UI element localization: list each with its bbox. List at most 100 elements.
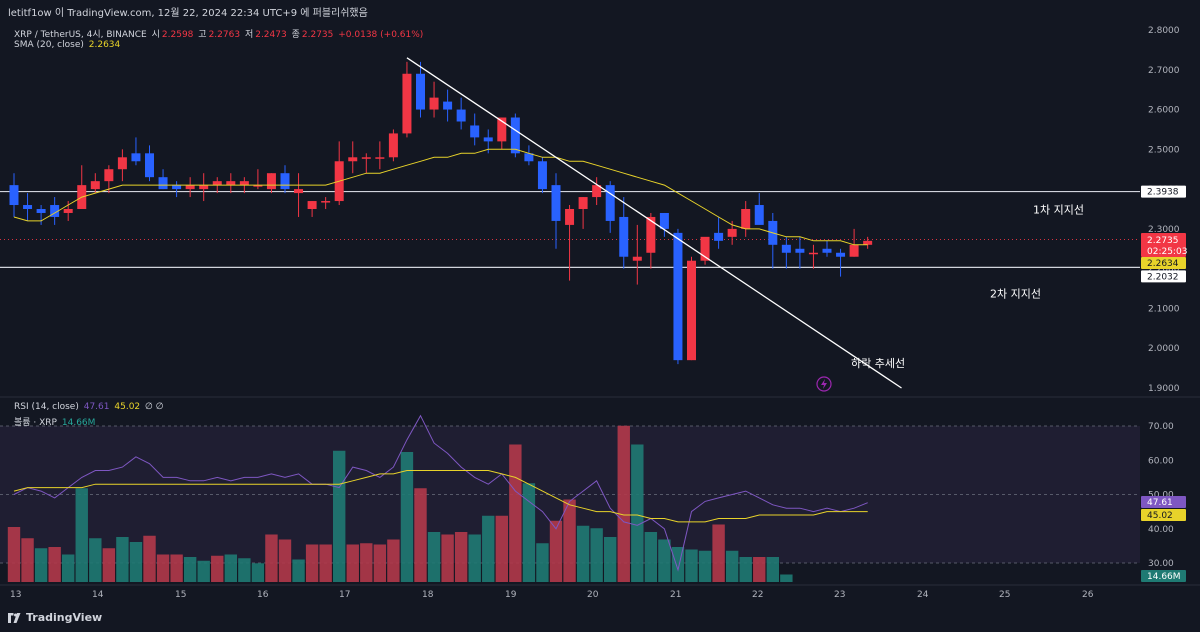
candle-body [470, 125, 480, 138]
rsi-badge-bg [1141, 496, 1186, 508]
volume-bar [21, 538, 34, 582]
rsi-ma-badge-text: 45.02 [1147, 511, 1173, 521]
current-price-text: 2.2735 [1147, 236, 1179, 246]
volume-bar [590, 528, 603, 582]
open-label: 시 [151, 30, 160, 40]
volume-bar [468, 534, 481, 582]
candle-body [483, 137, 493, 142]
volume-bar [509, 444, 522, 582]
symbol-legend[interactable]: XRP / TetherUS, 4시, BINANCE 시 2.2598 고 2.2… [14, 27, 425, 40]
candle-body [117, 157, 127, 170]
volume-badge-text: 14.66M [1147, 572, 1181, 582]
candle-body [185, 185, 195, 190]
candle-body [565, 209, 575, 225]
sma-legend[interactable]: SMA (20, close) 2.2634 [14, 40, 122, 50]
volume-value: 14.66M [61, 418, 96, 428]
volume-bar [454, 532, 468, 582]
rsi-legend[interactable]: RSI (14, close) 47.61 45.02 ∅ ∅ [14, 402, 166, 412]
volume-bar [644, 532, 658, 582]
volume-bar [549, 520, 563, 582]
rsi-tick-label: 60.00 [1148, 456, 1174, 466]
low-value: 2.2473 [255, 30, 287, 40]
volume-bar [319, 544, 332, 582]
candle-body [687, 260, 696, 361]
countdown-text: 02:25:03 [1147, 247, 1187, 257]
volume-bar [427, 532, 441, 582]
price-tick-label: 2.3000 [1148, 225, 1180, 235]
volume-bar [265, 534, 278, 582]
candle-body [673, 232, 683, 361]
candle-body [510, 117, 520, 154]
price-tick-label: 2.1000 [1148, 304, 1180, 314]
candle-body [632, 256, 642, 261]
candle-body [537, 161, 547, 190]
time-tick-label: 14 [92, 590, 104, 600]
rsi-ma-badge-bg [1141, 509, 1186, 521]
candle-body [836, 252, 846, 257]
price-tick-label: 2.7000 [1148, 66, 1180, 76]
time-tick-label: 18 [422, 590, 434, 600]
rsi-line [13, 414, 868, 572]
candle-body [266, 173, 276, 190]
volume-label: 볼륨 · XRP [14, 418, 57, 428]
volume-bar [563, 499, 576, 582]
downtrend-line [406, 57, 902, 389]
sma-line [13, 148, 868, 246]
support2-badge-text: 2.2032 [1147, 272, 1179, 282]
candle-body [212, 181, 222, 186]
candle-body [348, 157, 358, 162]
tradingview-brand[interactable]: TradingView [8, 611, 102, 624]
support2-badge-bg [1141, 270, 1186, 283]
time-tick-label: 22 [752, 590, 763, 600]
rsi-tick-label: 50.00 [1148, 491, 1174, 501]
volume-bar [170, 554, 183, 582]
volume-bar [197, 560, 210, 582]
lightning-icon [816, 376, 832, 392]
volume-bar [780, 574, 793, 582]
price-tick-label: 1.9000 [1148, 384, 1180, 394]
low-label: 저 [244, 30, 254, 40]
rsi-tick-label: 30.00 [1148, 559, 1174, 569]
candle-body [36, 209, 46, 213]
volume-bar [7, 527, 21, 582]
symbol-name: XRP / TetherUS, 4시, BINANCE [14, 30, 147, 40]
candle-body [361, 157, 371, 159]
publish-caption: letitf1ow 이 TradingView.com, 12월 22, 202… [8, 8, 368, 19]
rsi-ma-line [13, 470, 868, 523]
sma-badge: 2.2634 [1141, 257, 1186, 269]
volume-bar [536, 543, 549, 582]
candle-body [23, 205, 33, 209]
candle-body [199, 185, 209, 190]
sma-badge-text: 2.2634 [1147, 259, 1179, 269]
volume-bar [725, 550, 739, 582]
volume-bar [441, 534, 454, 582]
volume-bar [631, 444, 644, 582]
candle-body [63, 209, 73, 213]
price-tick-label: 2.6000 [1148, 106, 1180, 116]
open-value: 2.2598 [161, 30, 194, 40]
volume-bar [75, 488, 88, 582]
candle-body [443, 101, 453, 110]
volume-bar [495, 515, 508, 582]
volume-legend[interactable]: 볼륨 · XRP 14.66M [14, 415, 97, 428]
volume-bar [698, 550, 712, 582]
time-tick-label: 21 [670, 590, 681, 600]
candle-body [524, 153, 534, 162]
time-tick-label: 20 [587, 590, 599, 600]
tradingview-logo-icon [8, 612, 21, 623]
close-value: 2.2735 [301, 30, 334, 40]
candle-body [321, 201, 331, 203]
candle-body [253, 185, 263, 187]
candle-body [145, 153, 154, 178]
time-tick-label: 24 [917, 590, 929, 600]
sma-label: SMA (20, close) [14, 40, 84, 50]
volume-bar [576, 525, 590, 582]
volume-bar [62, 554, 75, 582]
volume-bar [48, 547, 61, 582]
support1-badge-bg [1141, 185, 1186, 198]
footer [0, 606, 1200, 632]
time-tick-label: 17 [339, 590, 350, 600]
sma-badge-bg [1141, 257, 1186, 269]
candle-body [863, 240, 873, 245]
